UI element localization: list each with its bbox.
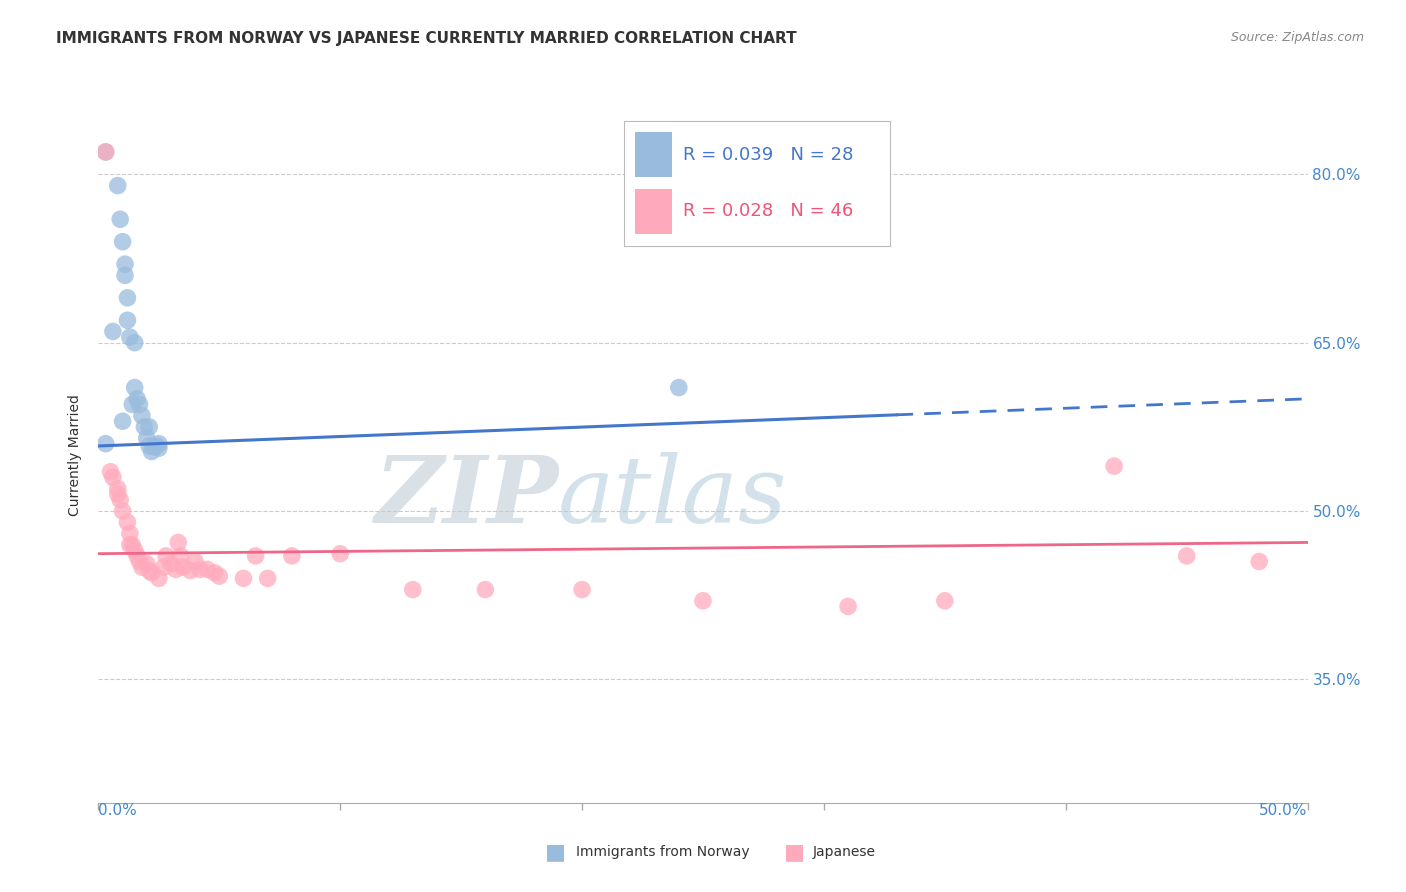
Point — [117, 313, 139, 327]
Point — [143, 440, 166, 454]
Point — [245, 549, 267, 563]
Point — [172, 560, 194, 574]
Point — [148, 441, 170, 455]
Y-axis label: Currently Married: Currently Married — [69, 394, 83, 516]
Point — [179, 564, 201, 578]
Point — [692, 594, 714, 608]
Point — [128, 555, 150, 569]
Point — [571, 582, 593, 597]
Point — [135, 557, 157, 571]
Text: ■: ■ — [546, 842, 565, 862]
Point — [108, 492, 131, 507]
Point — [127, 549, 149, 563]
Point — [837, 599, 859, 614]
Point — [118, 538, 141, 552]
Point — [114, 257, 136, 271]
Point — [131, 409, 153, 423]
Point — [188, 562, 211, 576]
Point — [138, 420, 160, 434]
Point — [117, 291, 139, 305]
Bar — [636, 188, 672, 234]
Point — [107, 487, 129, 501]
Text: ■: ■ — [785, 842, 804, 862]
Point — [114, 268, 136, 283]
Point — [165, 562, 187, 576]
Point — [135, 431, 157, 445]
Point — [111, 414, 134, 428]
Point — [118, 526, 141, 541]
Point — [101, 325, 124, 339]
Point — [107, 482, 129, 496]
Point — [101, 470, 124, 484]
Text: 0.0%: 0.0% — [98, 803, 138, 818]
Point — [169, 549, 191, 563]
Point — [402, 582, 425, 597]
Point — [124, 381, 146, 395]
Point — [160, 557, 183, 571]
Point — [148, 571, 170, 585]
Point — [94, 436, 117, 450]
Point — [118, 330, 141, 344]
Bar — [636, 132, 672, 178]
Point — [94, 145, 117, 159]
Point — [204, 566, 226, 580]
Text: R = 0.028   N = 46: R = 0.028 N = 46 — [683, 202, 853, 220]
Text: Source: ZipAtlas.com: Source: ZipAtlas.com — [1230, 31, 1364, 45]
Point — [141, 566, 163, 580]
Point — [121, 538, 143, 552]
Point — [474, 582, 496, 597]
Text: IMMIGRANTS FROM NORWAY VS JAPANESE CURRENTLY MARRIED CORRELATION CHART: IMMIGRANTS FROM NORWAY VS JAPANESE CURRE… — [56, 31, 797, 46]
Point — [100, 465, 122, 479]
Text: Japanese: Japanese — [813, 845, 876, 859]
Point — [155, 549, 177, 563]
Point — [145, 439, 167, 453]
Point — [131, 560, 153, 574]
Point — [108, 212, 131, 227]
Point — [111, 235, 134, 249]
Point — [117, 515, 139, 529]
Point — [121, 397, 143, 411]
Point — [167, 535, 190, 549]
Point — [111, 504, 134, 518]
Point — [94, 145, 117, 159]
Point — [232, 571, 254, 585]
Point — [1102, 459, 1125, 474]
Point — [138, 564, 160, 578]
Point — [256, 571, 278, 585]
Point — [329, 547, 352, 561]
Point — [124, 335, 146, 350]
Point — [934, 594, 956, 608]
Point — [134, 420, 156, 434]
Point — [107, 178, 129, 193]
Text: 50.0%: 50.0% — [1260, 803, 1308, 818]
Text: atlas: atlas — [558, 451, 787, 541]
Point — [124, 543, 146, 558]
Point — [184, 555, 207, 569]
Point — [208, 569, 231, 583]
Point — [141, 444, 163, 458]
Point — [127, 392, 149, 406]
Point — [148, 436, 170, 450]
Point — [152, 560, 174, 574]
Point — [138, 439, 160, 453]
Point — [668, 381, 690, 395]
Point — [195, 562, 218, 576]
Text: ZIP: ZIP — [374, 451, 558, 541]
Point — [128, 397, 150, 411]
Text: Immigrants from Norway: Immigrants from Norway — [576, 845, 749, 859]
Point — [1175, 549, 1198, 563]
Text: R = 0.039   N = 28: R = 0.039 N = 28 — [683, 145, 853, 164]
Point — [1249, 555, 1271, 569]
Point — [281, 549, 304, 563]
